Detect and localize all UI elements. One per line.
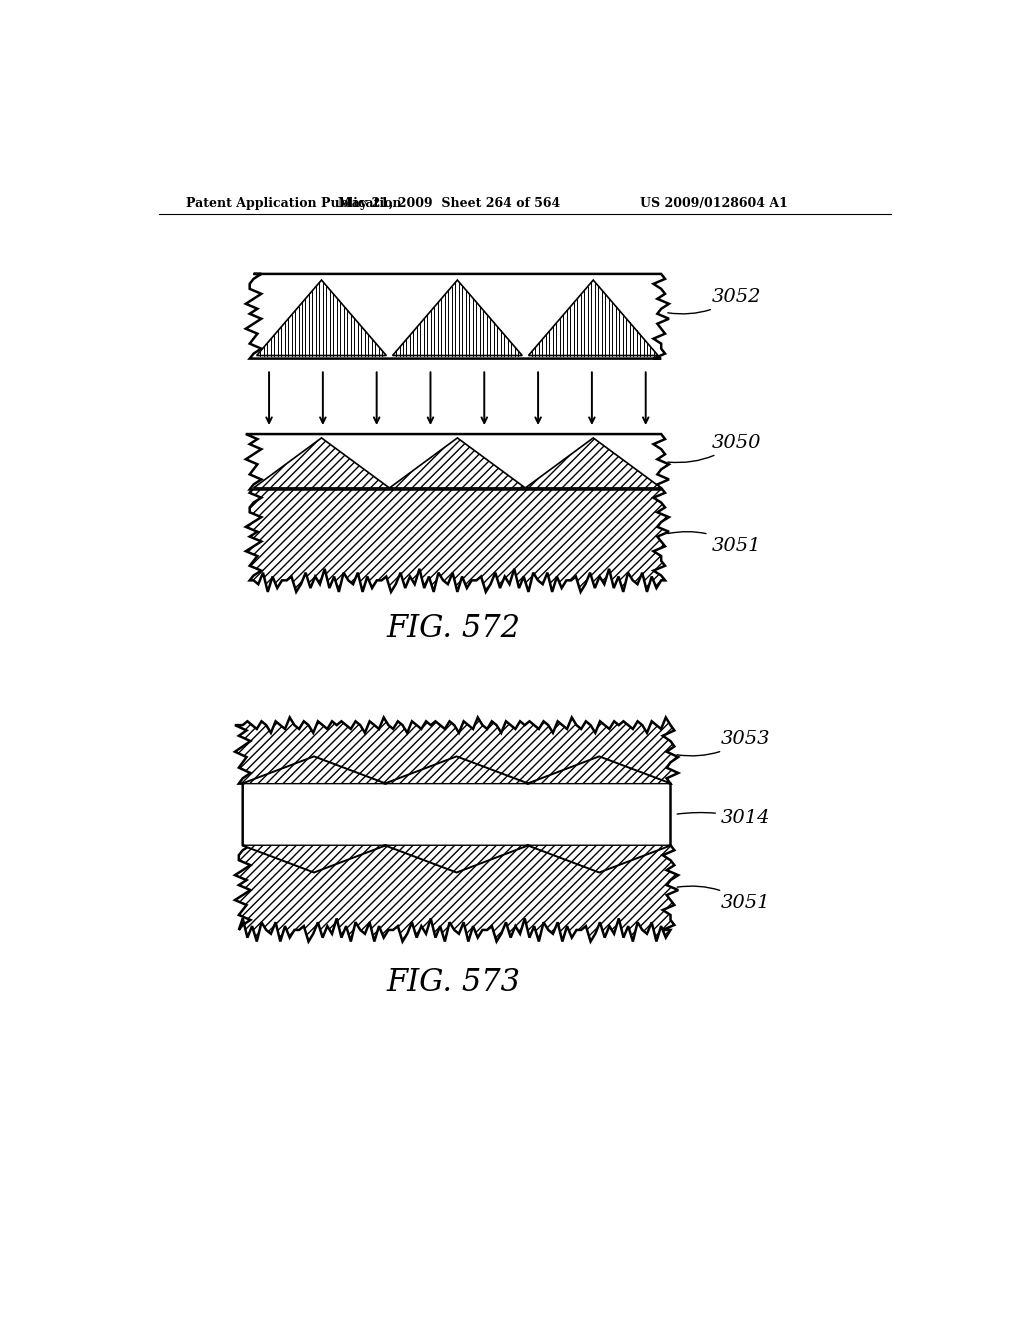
Polygon shape — [243, 756, 385, 784]
Text: FIG. 572: FIG. 572 — [386, 612, 520, 644]
Polygon shape — [246, 275, 669, 359]
Polygon shape — [528, 756, 671, 784]
Polygon shape — [246, 434, 669, 490]
Text: US 2009/0128604 A1: US 2009/0128604 A1 — [640, 197, 787, 210]
Polygon shape — [246, 488, 669, 591]
Text: 3014: 3014 — [677, 809, 770, 828]
Text: 3051: 3051 — [677, 886, 770, 912]
Polygon shape — [243, 845, 385, 873]
Polygon shape — [385, 845, 528, 873]
Text: 3050: 3050 — [668, 433, 761, 462]
Text: Patent Application Publication: Patent Application Publication — [186, 197, 401, 210]
Text: May 21, 2009  Sheet 264 of 564: May 21, 2009 Sheet 264 of 564 — [339, 197, 561, 210]
Polygon shape — [528, 280, 658, 355]
Text: 3053: 3053 — [677, 730, 770, 756]
Polygon shape — [525, 438, 662, 488]
Polygon shape — [234, 718, 678, 784]
Polygon shape — [392, 280, 522, 355]
Text: 3052: 3052 — [668, 288, 761, 314]
Polygon shape — [234, 845, 678, 941]
Polygon shape — [254, 438, 389, 488]
Polygon shape — [389, 438, 525, 488]
Polygon shape — [243, 756, 671, 873]
Text: 3051: 3051 — [668, 532, 761, 554]
Polygon shape — [528, 845, 671, 873]
Polygon shape — [257, 280, 386, 355]
Text: FIG. 573: FIG. 573 — [386, 966, 520, 998]
Polygon shape — [385, 756, 528, 784]
